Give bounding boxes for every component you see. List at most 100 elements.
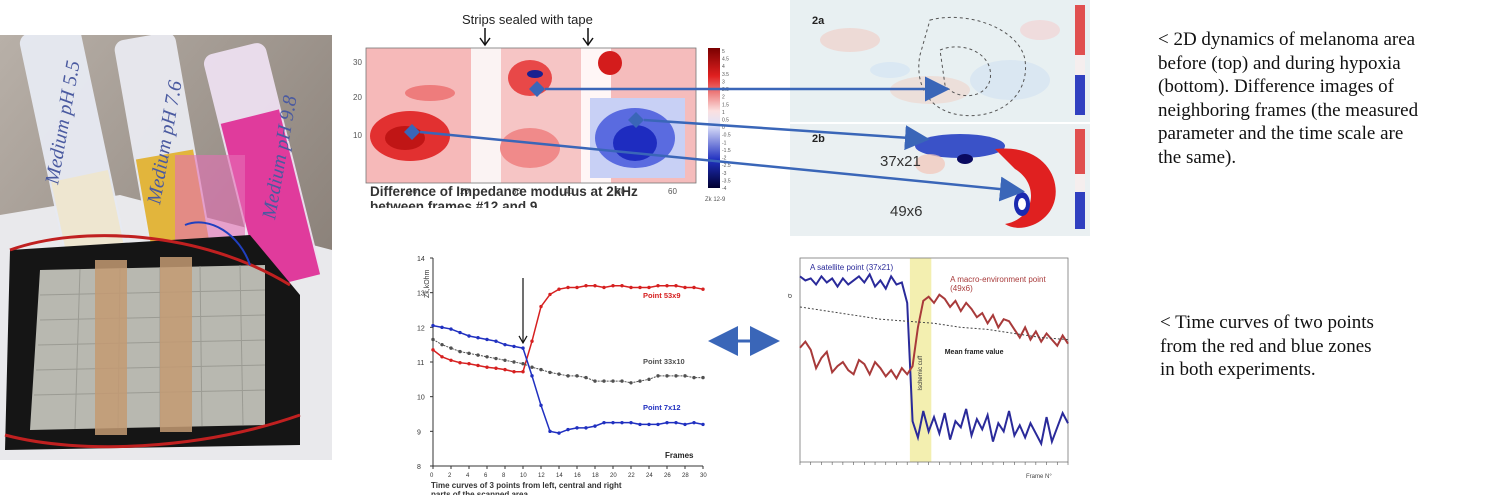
- data-point: [539, 304, 543, 309]
- heatmap-colorbar: [708, 48, 720, 188]
- data-point: [602, 420, 606, 425]
- map-2a-label: 2a: [812, 15, 825, 27]
- data-point: [467, 362, 471, 366]
- data-point: [575, 426, 579, 430]
- x-tick-label: 28: [682, 473, 689, 479]
- data-point: [701, 422, 705, 427]
- data-point: [575, 285, 579, 290]
- data-point: [602, 285, 606, 290]
- data-point: [584, 426, 588, 430]
- x-tick-label: 14: [556, 473, 563, 479]
- caption-line: before (top) and during hypoxia: [1158, 52, 1401, 74]
- caption-line: from the red and blue zones: [1160, 335, 1372, 357]
- data-point: [620, 420, 624, 425]
- data-point: [674, 284, 678, 288]
- ischemic-cuff-band: [909, 258, 932, 462]
- series-line: [432, 324, 704, 434]
- impedance-heatmap-figure: Strips sealed with tape 10 20 30: [350, 8, 740, 214]
- data-point: [584, 284, 588, 288]
- x-tick-label: 8: [502, 473, 506, 479]
- data-point: [611, 379, 615, 383]
- colorbar-tick: 0.5: [722, 118, 729, 124]
- data-point: [458, 360, 462, 365]
- data-point: [512, 360, 516, 364]
- data-point: [539, 403, 543, 408]
- data-point: [665, 420, 669, 425]
- chart-caption-line: Time curves of 3 points from left, centr…: [431, 481, 622, 490]
- data-point: [629, 285, 633, 290]
- chart-caption-line: parts of the scanned area: [431, 490, 528, 495]
- data-point: [674, 420, 678, 425]
- data-point: [683, 422, 687, 427]
- x-axis-label: Frames: [665, 451, 694, 460]
- heatmap-x-tick: 30: [512, 187, 521, 196]
- x-tick-label: 16: [574, 473, 581, 479]
- time-curves-chart: 8 9 10 11 12 13 14 0 2 4 6 8 10 12 14 16 18 20 22 24 26 28 30 Z…: [385, 248, 715, 499]
- data-point: [485, 365, 489, 369]
- colorbar-tick: -1.5: [722, 148, 731, 154]
- series-label: Point 33x10: [643, 357, 685, 366]
- arrowhead: [518, 335, 528, 345]
- data-point: [503, 342, 507, 347]
- data-point: [476, 353, 480, 357]
- series-label: Point 7x12: [643, 403, 681, 412]
- data-point: [449, 327, 453, 331]
- caption-2d-dynamics: < 2D dynamics of melanoma area before (t…: [1158, 28, 1498, 169]
- data-point: [620, 379, 624, 383]
- colorbar-tick: -4: [722, 186, 727, 192]
- data-point: [530, 339, 534, 343]
- data-point: [629, 420, 633, 425]
- colorbar-tick: -2.5: [722, 163, 731, 169]
- y-tick-label: 8: [417, 464, 421, 471]
- data-point: [656, 422, 660, 427]
- x-tick-label: 26: [664, 473, 671, 479]
- data-point: [611, 284, 615, 288]
- data-point: [629, 381, 633, 385]
- y-tick-label: 11: [417, 360, 424, 367]
- caption-time-curves: < Time curves of two points from the red…: [1160, 311, 1490, 382]
- data-point: [674, 374, 678, 378]
- data-point: [458, 349, 462, 354]
- data-point: [692, 375, 696, 380]
- y-tick-label: 12: [417, 325, 425, 332]
- data-point: [566, 427, 570, 432]
- series-line: [799, 306, 1069, 341]
- data-point: [683, 374, 687, 378]
- data-point: [584, 375, 588, 380]
- x-axis-label: Frame N°: [1026, 474, 1052, 480]
- data-point: [530, 365, 534, 369]
- data-point: [521, 370, 525, 374]
- sigma-curves-chart: Frame N° σ A satellite point (37x21) A macr…: [770, 250, 1075, 495]
- data-point: [449, 358, 453, 362]
- colorbar-tick: 1: [722, 110, 725, 116]
- heatmap-y-tick: 30: [353, 58, 362, 67]
- data-point: [449, 346, 453, 350]
- colorbar-tick: -3.5: [722, 178, 731, 184]
- caption-line: < 2D dynamics of melanoma area: [1158, 29, 1416, 50]
- caption-line: neighboring frames (the measured: [1158, 99, 1419, 121]
- data-point: [503, 358, 507, 362]
- data-point: [467, 334, 471, 338]
- data-point: [593, 424, 597, 428]
- heatmap-x-tick: 20: [460, 187, 469, 196]
- down-arrow-icon: [582, 28, 594, 47]
- x-tick-label: 22: [628, 473, 635, 479]
- colorbar-tick: -1: [722, 140, 727, 146]
- plot-frame: [799, 257, 1069, 463]
- data-point: [521, 346, 525, 350]
- data-point: [557, 372, 561, 376]
- data-point: [647, 422, 651, 427]
- data-point: [467, 351, 471, 356]
- series-label: Point 53x9: [643, 291, 681, 300]
- y-tick-label: 14: [417, 256, 425, 263]
- data-point: [494, 339, 498, 343]
- x-tick-label: 0: [430, 473, 434, 479]
- map-2b-point2-label: 49x6: [890, 203, 923, 220]
- colorbar-tick: 2: [722, 95, 725, 101]
- data-point: [485, 355, 489, 359]
- data-point: [440, 325, 444, 330]
- data-point: [692, 420, 696, 425]
- data-point: [476, 336, 480, 340]
- x-tick-label: 30: [700, 473, 707, 479]
- data-point: [665, 284, 669, 288]
